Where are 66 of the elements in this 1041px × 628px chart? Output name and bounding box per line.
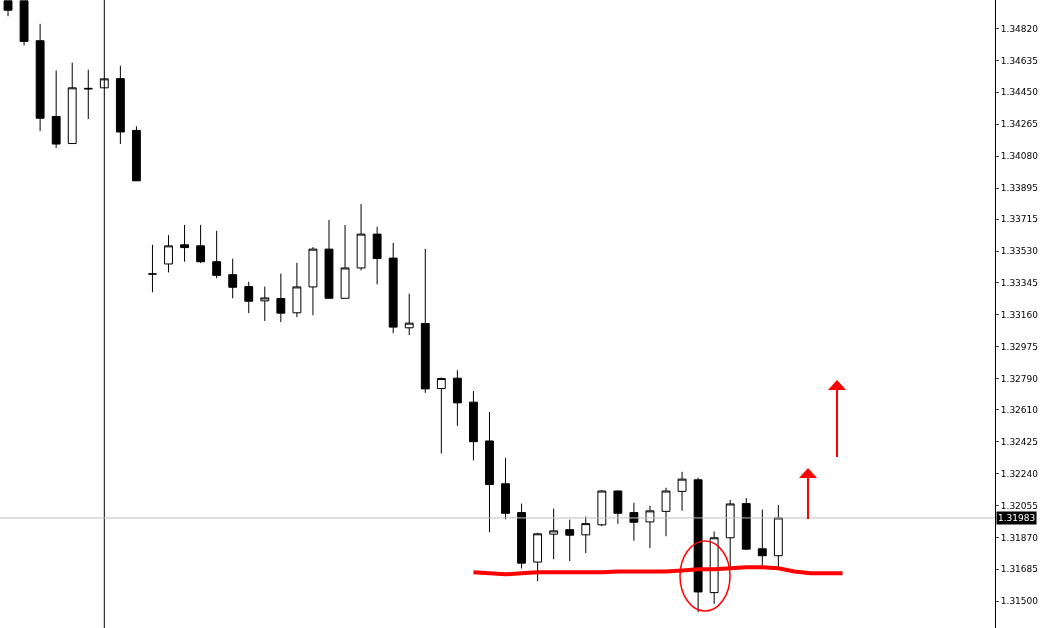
candlestick (324, 219, 334, 299)
y-tick-label: 1.33895 (1000, 183, 1039, 194)
candlestick (356, 203, 366, 271)
y-tick-label: 1.33530 (1000, 246, 1039, 257)
candlestick (180, 224, 189, 263)
candlestick (773, 504, 783, 568)
candlestick (420, 248, 430, 394)
y-tick-label: 1.34080 (1000, 151, 1039, 162)
candlestick (549, 508, 559, 560)
candlestick (51, 70, 61, 149)
candlestick (228, 258, 238, 299)
candlestick (677, 471, 687, 512)
y-tick-label: 1.32975 (1000, 341, 1039, 352)
candlestick (436, 376, 446, 455)
candlestick (501, 457, 510, 520)
y-tick-label: 1.31500 (1000, 596, 1039, 607)
candlestick (3, 0, 13, 17)
candlestick (164, 234, 173, 273)
candlestick (292, 262, 302, 318)
candlestick (452, 369, 462, 427)
candlestick (372, 226, 382, 285)
y-tick-label: 1.32240 (1000, 468, 1039, 479)
y-tick-label: 1.32790 (1000, 373, 1039, 384)
candlestick (533, 532, 543, 582)
candlestick (741, 497, 751, 551)
candlestick (757, 509, 767, 568)
candlestick (661, 487, 671, 537)
y-tick-label: 1.34635 (1000, 55, 1039, 66)
candlestick (212, 230, 222, 279)
candlestick (597, 489, 607, 527)
candlestick (67, 62, 77, 145)
candlestick (308, 246, 318, 316)
candlestick (469, 390, 478, 461)
candlestick (517, 503, 526, 569)
y-tick-label: 1.34820 (1000, 23, 1039, 34)
candlestick (388, 242, 398, 334)
y-tick-label: 1.32610 (1000, 404, 1039, 415)
candlestick (35, 23, 45, 132)
candlestick (340, 224, 350, 299)
candlestick (404, 293, 414, 336)
y-tick-label: 1.32425 (1000, 436, 1039, 447)
candlestick (148, 244, 157, 293)
y-tick-label: 1.34450 (1000, 87, 1039, 98)
y-tick-label: 1.34265 (1000, 119, 1039, 130)
candlestick (485, 411, 494, 533)
candlestick (19, 0, 29, 46)
y-tick-label: 1.32055 (1000, 500, 1039, 511)
y-tick-label: 1.33345 (1000, 278, 1039, 289)
candlestick (196, 224, 206, 264)
candlestick (613, 489, 623, 525)
candlestick (725, 499, 735, 568)
y-tick-label: 1.31685 (1000, 564, 1039, 575)
candlestick (115, 65, 125, 145)
candlestick (276, 273, 286, 323)
candlestick (83, 69, 93, 120)
line-series (471, 565, 845, 577)
candlestick (260, 286, 270, 322)
ref-line-label: 1.31983 (998, 513, 1036, 523)
y-tick-label: 1.33715 (1000, 214, 1039, 225)
candlestick (244, 281, 254, 314)
y-tick-label: 1.31870 (1000, 532, 1039, 543)
candlestick (131, 125, 141, 182)
candlestick (693, 477, 703, 613)
y-tick-label: 1.33160 (1000, 310, 1039, 321)
candlestick (565, 519, 575, 562)
candlestick (581, 516, 591, 554)
